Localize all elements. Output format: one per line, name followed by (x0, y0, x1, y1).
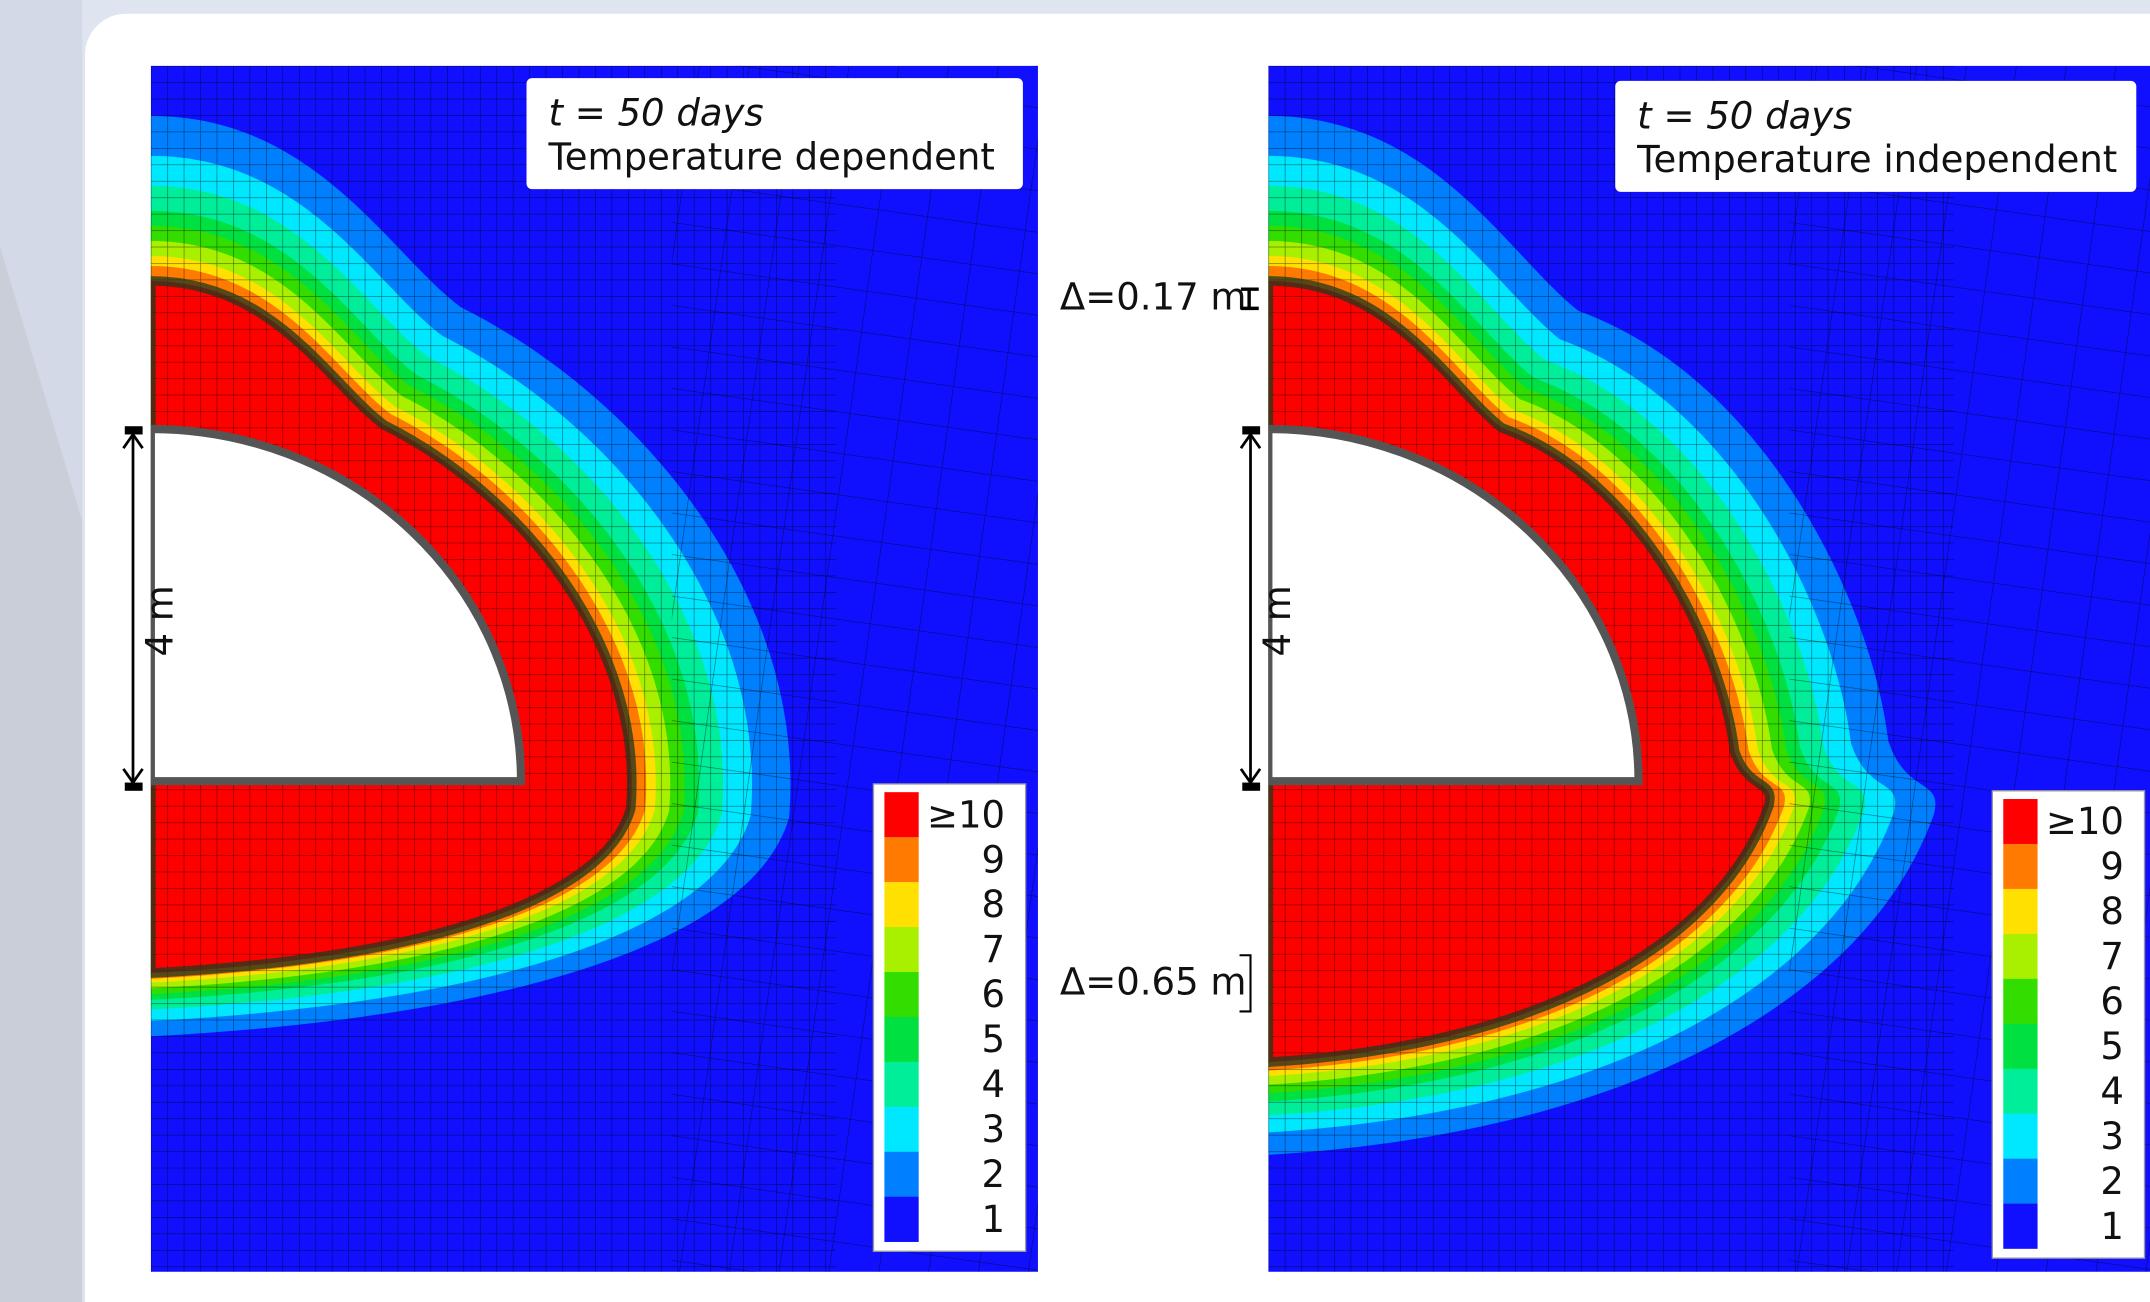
legend-swatch (884, 837, 919, 883)
dimension-cap (124, 782, 143, 791)
legend-swatch (2003, 978, 2038, 1025)
legend-swatch (884, 1016, 919, 1063)
legend-label: 6 (982, 973, 1006, 1016)
dimension-cap (1242, 426, 1261, 435)
legend-label: 1 (2100, 1205, 2124, 1248)
tunnel (150, 424, 526, 786)
legend-label: 2 (2100, 1160, 2124, 1203)
legend-label: 4 (982, 1063, 1006, 1106)
dimension-label: 4 m (1256, 585, 1299, 656)
legend-swatch (2003, 1113, 2038, 1159)
legend-label: 5 (982, 1018, 1006, 1061)
dimension-cap (1242, 782, 1261, 791)
legend-swatch (2003, 1068, 2038, 1114)
dimension-cap (124, 426, 143, 435)
legend-label: 4 (2100, 1070, 2124, 1113)
legend-label: 3 (2100, 1115, 2124, 1158)
contour-panel (150, 65, 1038, 1272)
legend-swatch (884, 792, 919, 838)
legend-label: 1 (982, 1198, 1006, 1241)
legend-swatch (884, 1106, 919, 1153)
legend-label: 8 (982, 883, 1006, 926)
legend-label: 9 (2100, 845, 2124, 888)
legend-swatch (2003, 843, 2038, 890)
label-box (1615, 80, 2137, 192)
backdrop-shape (0, 246, 83, 1302)
delta-marker (1240, 287, 1259, 311)
delta-label: Δ=0.65 m (1060, 961, 1247, 1004)
time-label: t = 50 days (1637, 94, 1852, 137)
legend-swatch (884, 1196, 919, 1242)
legend-swatch (884, 1061, 919, 1108)
legend-swatch (2003, 799, 2038, 845)
label-box (526, 78, 1023, 190)
legend-label: ≥10 (927, 793, 1005, 836)
legend-swatch (2003, 1023, 2038, 1070)
plastic-zone-outline (1268, 276, 1775, 1067)
legend-label: 7 (982, 928, 1006, 971)
legend-label: 2 (982, 1153, 1006, 1196)
legend-swatch (2003, 933, 2038, 980)
legend-swatch (2003, 1158, 2038, 1204)
legend-swatch (884, 927, 919, 973)
legend-label: 6 (2100, 980, 2124, 1023)
delta-label: Δ=0.17 m (1060, 275, 1247, 318)
plastic-zone-outline (150, 276, 637, 978)
legend-label: 8 (2100, 890, 2124, 933)
legend-swatch (884, 1151, 919, 1198)
condition-label: Temperature dependent (547, 135, 994, 178)
legend-swatch (884, 971, 919, 1018)
legend-label: 3 (982, 1108, 1006, 1151)
legend-swatch (2003, 1203, 2038, 1249)
dimension-label: 4 m (138, 585, 181, 656)
legend-swatch (884, 882, 919, 928)
time-label: t = 50 days (548, 92, 763, 135)
condition-label: Temperature independent (1636, 138, 2117, 181)
tunnel (1268, 424, 1643, 786)
legend-label: 9 (982, 838, 1006, 881)
legend-label: 5 (2100, 1025, 2124, 1068)
delta-marker (1239, 954, 1252, 1013)
legend-label: 7 (2100, 935, 2124, 978)
legend-swatch (2003, 888, 2038, 935)
legend-label: ≥10 (2046, 800, 2124, 843)
